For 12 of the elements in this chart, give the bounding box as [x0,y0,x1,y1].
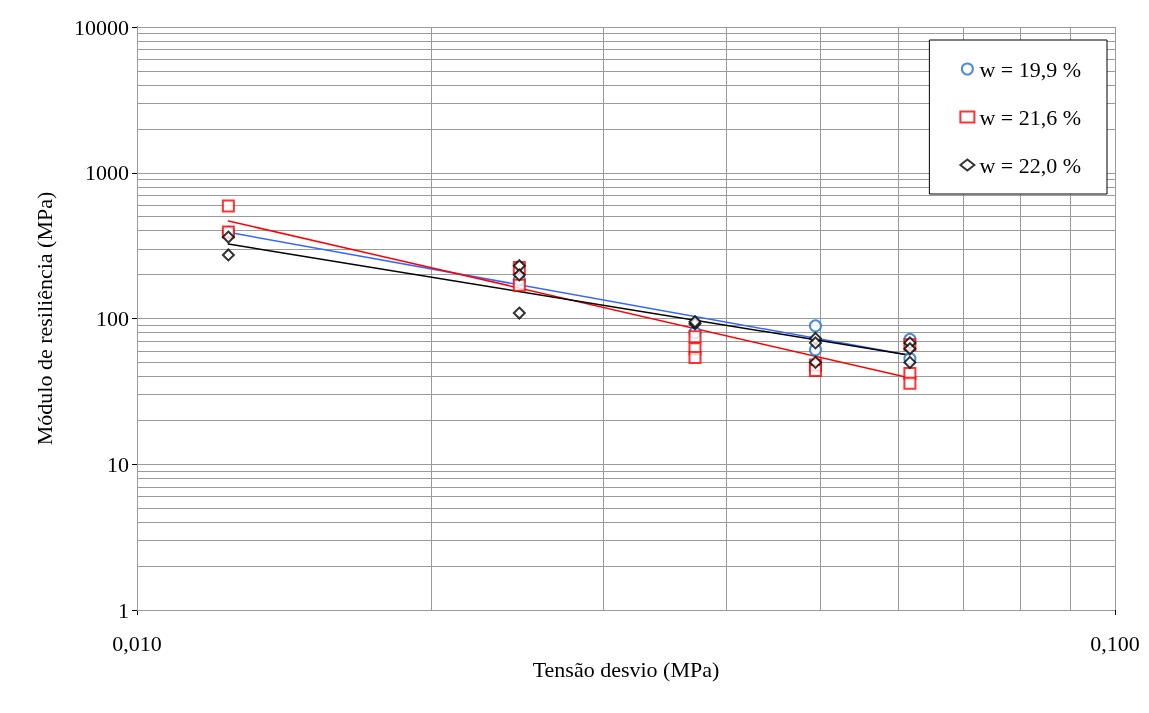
legend-label: w = 21,6 % [979,104,1081,130]
legend-label: w = 22,0 % [979,152,1081,178]
x-tick-label: 0,010 [112,630,162,656]
y-tick-label: 1000 [85,160,129,186]
y-tick-label: 1 [118,597,129,623]
x-tick-label: 0,100 [1090,630,1140,656]
y-tick-label: 100 [96,306,129,331]
legend-label: w = 19,9 % [979,56,1081,82]
y-tick-label: 10 [107,451,129,477]
x-axis-title: Tensão desvio (MPa) [532,657,720,683]
y-tick-label: 10000 [74,14,129,40]
y-axis-title: Módulo de resiliência (MPa) [31,191,57,446]
